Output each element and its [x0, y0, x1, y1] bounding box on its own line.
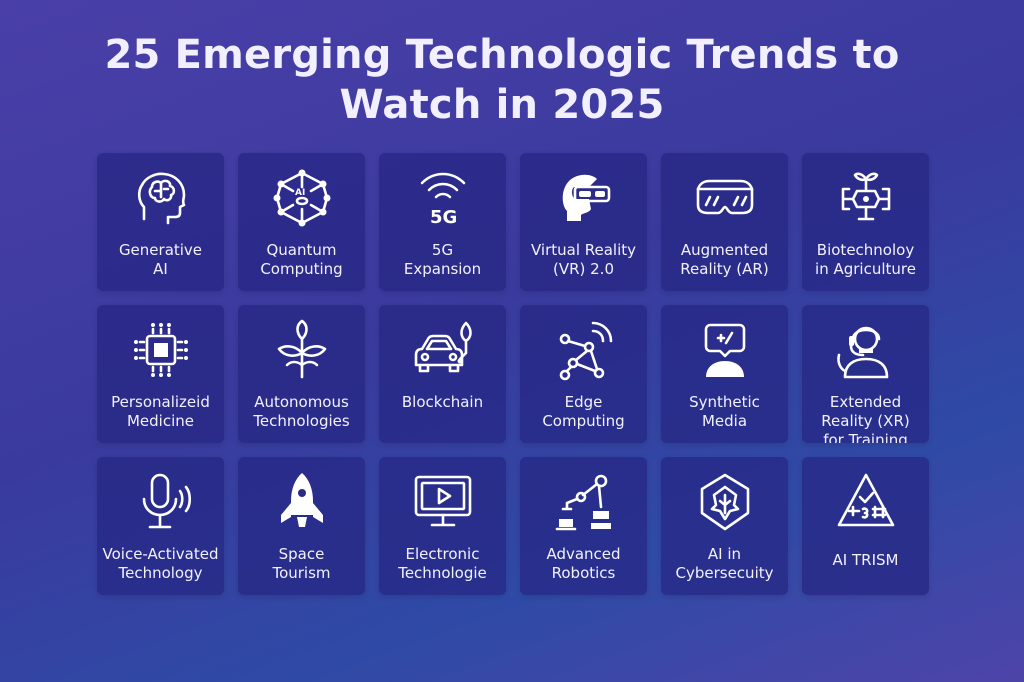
label-line: for Training	[823, 431, 908, 443]
plant-icon	[271, 319, 333, 381]
tile-label: AI TRISM	[804, 551, 927, 570]
label-line: Reality (AR)	[680, 260, 769, 278]
tile-label: Autonomous Technologies	[240, 393, 363, 431]
ar-glasses-icon	[694, 167, 756, 229]
trends-grid: Generative AI AI Quantum Computing	[97, 153, 929, 595]
label-line: AI in	[707, 545, 742, 563]
label-line: in Agriculture	[815, 260, 916, 278]
label-line: Extended	[829, 393, 902, 411]
tile-label: Quantum Computing	[240, 241, 363, 279]
tile-synthetic-media[interactable]: Synthetic Media	[661, 305, 788, 443]
label-line: Reality (XR)	[821, 412, 910, 430]
label-line: Edge	[564, 393, 603, 411]
rocket-icon	[271, 471, 333, 533]
tile-ai-trism[interactable]: AI TRISM	[802, 457, 929, 595]
label-line: Technologies	[253, 412, 350, 430]
plant-circuit-icon	[835, 167, 897, 229]
label-line: Technology	[118, 564, 203, 582]
label-line: Biotechnoloy	[816, 241, 915, 259]
tile-augmented-reality[interactable]: Augmented Reality (AR)	[661, 153, 788, 291]
page-title: 25 Emerging Technologic Trends to Watch …	[0, 30, 1004, 130]
quantum-network-icon: AI	[271, 167, 333, 229]
tile-label: Edge Computing	[522, 393, 645, 431]
label-line: Cybersecuity	[675, 564, 774, 582]
label-line: Expansion	[403, 260, 482, 278]
label-line: Tourism	[272, 564, 331, 582]
label-line: Technologie	[398, 564, 487, 582]
label-line: Advanced	[546, 545, 621, 563]
label-line: Quantum	[266, 241, 337, 259]
label-line: Augmented	[680, 241, 769, 259]
person-headset-icon	[835, 319, 897, 381]
tile-label: Synthetic Media	[663, 393, 786, 431]
tile-generative-ai[interactable]: Generative AI	[97, 153, 224, 291]
microchip-icon	[130, 319, 192, 381]
warning-triangle-icon	[835, 471, 897, 533]
tile-blockchain[interactable]: Blockchain	[379, 305, 506, 443]
label-line: Personalizeid	[111, 393, 210, 411]
tile-extended-reality[interactable]: Extended Reality (XR) for Training	[802, 305, 929, 443]
microphone-icon	[130, 471, 192, 533]
tile-label: 5G Expansion	[381, 241, 504, 279]
tile-label: Advanced Robotics	[522, 545, 645, 583]
label-line: Medicine	[126, 412, 194, 430]
label-line: AI TRISM	[832, 551, 899, 569]
label-line: Autonomous	[254, 393, 349, 411]
vr-headset-icon	[553, 167, 615, 229]
monitor-play-icon	[412, 471, 474, 533]
tile-ai-cybersecurity[interactable]: AI in Cybersecuity	[661, 457, 788, 595]
car-leaf-icon	[412, 319, 474, 381]
tile-label: Generative AI	[99, 241, 222, 279]
tile-voice-activated[interactable]: Voice-Activated Technology	[97, 457, 224, 595]
person-screen-icon	[694, 319, 756, 381]
tile-label: AI in Cybersecuity	[663, 545, 786, 583]
edge-network-icon	[553, 319, 615, 381]
label-line: Media	[701, 412, 748, 430]
title-line-2: Watch in 2025	[339, 82, 665, 128]
label-line: AI	[153, 260, 168, 278]
shield-leaf-icon	[694, 471, 756, 533]
label-line: Computing	[542, 412, 625, 430]
svg-text:5G: 5G	[430, 207, 457, 228]
tile-edge-computing[interactable]: Edge Computing	[520, 305, 647, 443]
robot-arm-icon	[553, 471, 615, 533]
tile-quantum-computing[interactable]: AI Quantum Computing	[238, 153, 365, 291]
label-line: Voice-Activated	[102, 545, 219, 563]
label-line: Virtual Reality	[530, 241, 637, 259]
tile-label: Electronic Technologie	[381, 545, 504, 583]
tile-label: Virtual Reality (VR) 2.0	[522, 241, 645, 279]
title-line-1: 25 Emerging Technologic Trends to	[104, 32, 900, 78]
tile-advanced-robotics[interactable]: Advanced Robotics	[520, 457, 647, 595]
tile-label: Augmented Reality (AR)	[663, 241, 786, 279]
tile-5g-expansion[interactable]: 5G 5G Expansion	[379, 153, 506, 291]
tile-biotechnology-agriculture[interactable]: Biotechnoloy in Agriculture	[802, 153, 929, 291]
tile-label: Biotechnoloy in Agriculture	[804, 241, 927, 279]
tile-virtual-reality[interactable]: Virtual Reality (VR) 2.0	[520, 153, 647, 291]
tile-personalized-medicine[interactable]: Personalizeid Medicine	[97, 305, 224, 443]
tile-label: Personalizeid Medicine	[99, 393, 222, 431]
label-line: Space	[278, 545, 325, 563]
label-line: Robotics	[551, 564, 616, 582]
wifi-5g-icon: 5G	[412, 167, 474, 229]
label-line: Generative	[118, 241, 203, 259]
tile-label: Space Tourism	[240, 545, 363, 583]
label-line: (VR) 2.0	[552, 260, 614, 278]
tile-label: Extended Reality (XR) for Training	[804, 393, 927, 443]
label-line: Electronic	[405, 545, 480, 563]
label-line: 5G	[431, 241, 454, 259]
brain-head-icon	[130, 167, 192, 229]
label-line: Blockchain	[401, 393, 484, 411]
tile-electronic-technologie[interactable]: Electronic Technologie	[379, 457, 506, 595]
label-line: Synthetic	[689, 393, 760, 411]
tile-space-tourism[interactable]: Space Tourism	[238, 457, 365, 595]
tile-label: Voice-Activated Technology	[99, 545, 222, 583]
tile-autonomous-technologies[interactable]: Autonomous Technologies	[238, 305, 365, 443]
label-line: Computing	[260, 260, 343, 278]
svg-text:AI: AI	[295, 188, 305, 198]
tile-label: Blockchain	[381, 393, 504, 412]
